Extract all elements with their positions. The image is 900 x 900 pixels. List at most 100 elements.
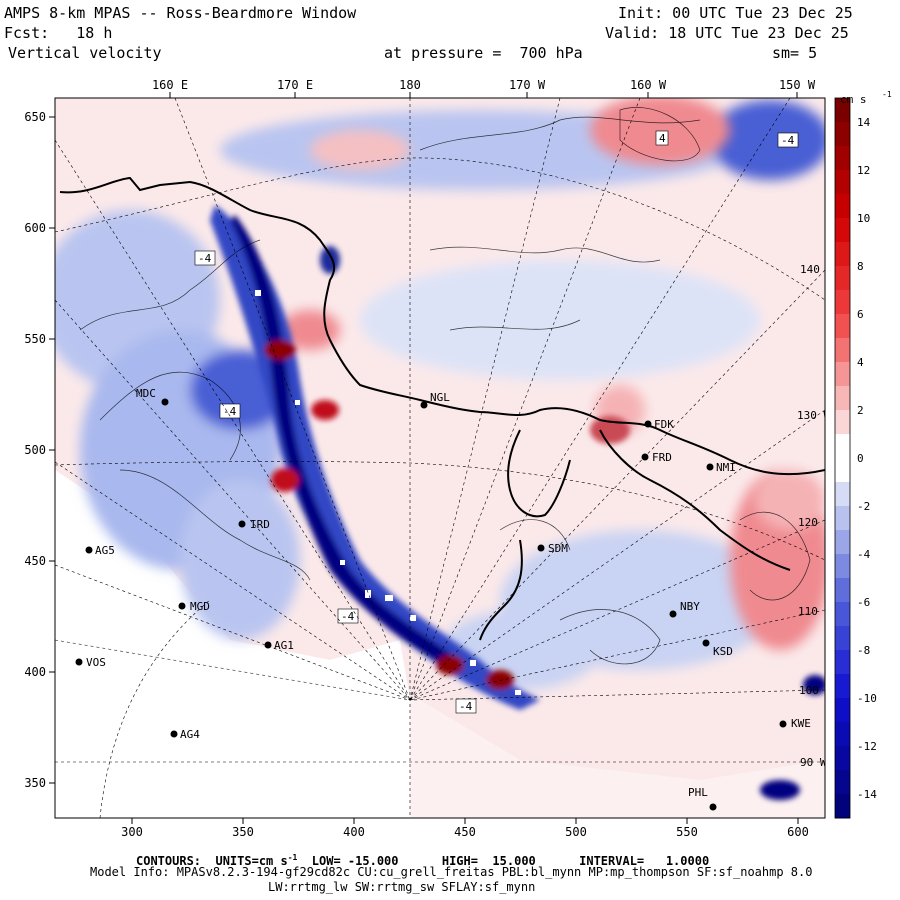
top-tick-label: 150 W	[779, 78, 816, 92]
station-label: AG1	[274, 639, 294, 652]
station-label: AG5	[95, 544, 115, 557]
colorbar-bin	[835, 554, 850, 579]
colorbar-frame	[834, 97, 851, 819]
contour-label: 4	[659, 132, 666, 145]
station-label: NBY	[680, 600, 700, 613]
colorbar-label: -6	[857, 596, 870, 609]
station-label: MDC	[136, 387, 156, 400]
station-marker	[238, 520, 246, 528]
smoothing: sm= 5	[772, 44, 818, 62]
colorbar-bin	[835, 410, 850, 435]
station-marker	[264, 641, 272, 649]
colorbar-label: -14	[857, 788, 877, 801]
left-tick-label: 650	[24, 110, 46, 124]
contours-exp: -1	[287, 853, 298, 862]
station-marker	[641, 453, 649, 461]
colorbar-bin	[835, 602, 850, 627]
colorbar-bin	[835, 338, 850, 363]
valid-time: Valid: 18 UTC Tue 23 Dec 25	[605, 24, 849, 42]
station-marker	[702, 639, 710, 647]
colorbar-units: cm s	[840, 93, 867, 106]
lon-label: 140 W	[800, 263, 833, 276]
bottom-tick-label: 450	[454, 825, 476, 839]
station-label: NMI	[716, 461, 736, 474]
lon-label: 130 W	[797, 409, 830, 422]
station-marker	[161, 398, 169, 406]
station-marker	[178, 602, 186, 610]
top-tick-label: 160 W	[630, 78, 667, 92]
bottom-tick-label: 300	[121, 825, 143, 839]
top-tick-label: 170 W	[509, 78, 546, 92]
bottom-tick-label: 400	[343, 825, 365, 839]
colorbar-label: 2	[857, 404, 864, 417]
colorbar-units-exp: -1	[882, 90, 892, 99]
model-info-2: LW:rrtmg_lw SW:rrtmg_sw SFLAY:sf_mynn	[268, 880, 536, 894]
model-info: Model Info: MPASv8.2.3-194-gf29cd82c CU:…	[90, 865, 813, 879]
station-marker	[644, 420, 652, 428]
colorbar-bin	[835, 362, 850, 387]
colorbar-bin	[835, 146, 850, 171]
top-tick-label: 160 E	[152, 78, 188, 92]
colorbar-label: 0	[857, 452, 864, 465]
top-tick-label: 170 E	[277, 78, 313, 92]
station-label: PHL	[688, 786, 708, 799]
bottom-tick-label: 600	[787, 825, 809, 839]
colorbar-label: 14	[857, 116, 871, 129]
contour-label: -4	[198, 252, 212, 265]
colorbar-bin	[835, 650, 850, 675]
colorbar-bin	[835, 242, 850, 267]
contour-label: -4	[459, 700, 473, 713]
colorbar-label: 4	[857, 356, 864, 369]
left-tick-label: 550	[24, 332, 46, 346]
left-tick-label: 350	[24, 776, 46, 790]
colorbar-bin	[835, 458, 850, 483]
axes: 160 E 170 E 180 170 W 160 W 150 W 650 600 550 500…	[24, 78, 816, 839]
colorbar-bin	[835, 98, 850, 123]
colorbar-label: -12	[857, 740, 877, 753]
station-marker	[420, 401, 428, 409]
colorbar-bin	[835, 530, 850, 555]
station-label: NGL	[430, 391, 450, 404]
station-label: FDK	[654, 418, 674, 431]
top-tick-label: 180	[399, 78, 421, 92]
contours-rest: LOW= -15.000 HIGH= 15.000 INTERVAL= 1.00…	[297, 854, 710, 868]
colorbar-label: -4	[857, 548, 871, 561]
colorbar-bin	[835, 290, 850, 315]
station-label: MGD	[190, 600, 210, 613]
station-marker	[170, 730, 178, 738]
contours-label: CONTOURS: UNITS=cm s	[136, 854, 288, 868]
colorbar-bin	[835, 218, 850, 243]
colorbar-bin	[835, 578, 850, 603]
colorbar-bin	[835, 674, 850, 699]
bottom-tick-label: 500	[565, 825, 587, 839]
left-tick-label: 500	[24, 443, 46, 457]
station-label: AG4	[180, 728, 200, 741]
colorbar-bin	[835, 770, 850, 795]
colorbar-bin	[835, 746, 850, 771]
contour-label: -4	[781, 134, 795, 147]
colorbar-bin	[835, 314, 850, 339]
bottom-tick-label: 350	[232, 825, 254, 839]
colorbar-bin	[835, 794, 850, 819]
station-marker	[85, 546, 93, 554]
colorbar-label: -10	[857, 692, 877, 705]
colorbar-label: -2	[857, 500, 870, 513]
field-name: Vertical velocity	[8, 44, 162, 62]
colorbar-label: 10	[857, 212, 870, 225]
colorbar-label: 12	[857, 164, 870, 177]
left-tick-label: 600	[24, 221, 46, 235]
station-label: KWE	[791, 717, 811, 730]
colorbar-bin	[835, 698, 850, 723]
colorbar-bin	[835, 722, 850, 747]
bottom-tick-label: 550	[676, 825, 698, 839]
contour-label: -4	[223, 405, 237, 418]
station-label: FRD	[652, 451, 672, 464]
colorbar-bin	[835, 266, 850, 291]
station-marker	[779, 720, 787, 728]
station-label: IRD	[250, 518, 270, 531]
colorbar-bin	[835, 170, 850, 195]
lon-label: 110 W	[798, 605, 831, 618]
plot-frame	[54, 97, 826, 819]
station-label: VOS	[86, 656, 106, 669]
